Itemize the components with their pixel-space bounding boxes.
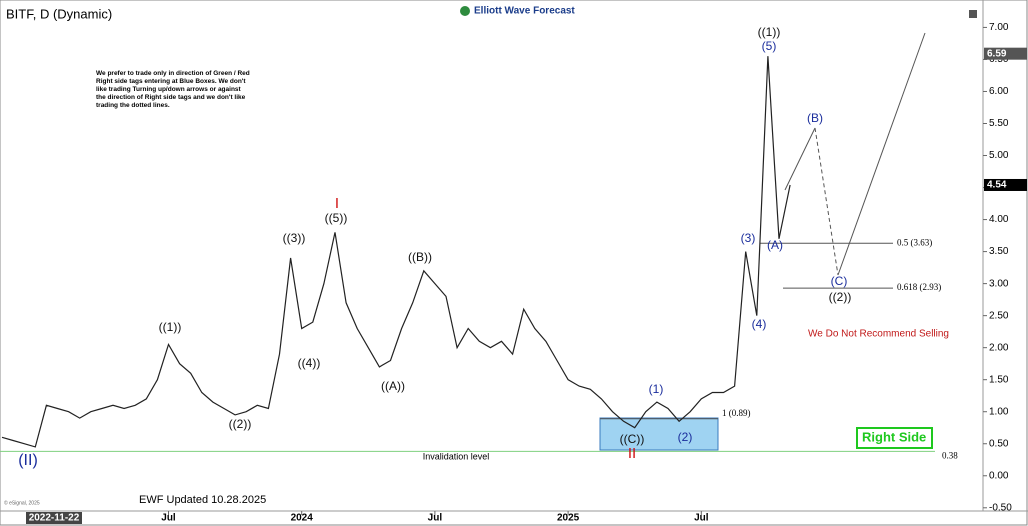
wave-label: ((5)) <box>325 211 348 225</box>
x-tick-label: 2025 <box>557 513 580 524</box>
wave-label: I <box>335 195 339 212</box>
y-tick-label: 6.00 <box>989 86 1009 97</box>
y-tick-label: 1.00 <box>989 406 1009 417</box>
note: We prefer to trade only in direction of … <box>96 70 250 109</box>
chart-title: BITF, D (Dynamic) <box>6 6 112 21</box>
y-tick-label: 5.00 <box>989 150 1009 161</box>
x-tick-label: 2022-11-22 <box>29 513 80 524</box>
wave-label: (1) <box>649 382 664 396</box>
wave-label: (B) <box>807 111 823 125</box>
y-tick-label: 3.00 <box>989 278 1009 289</box>
wave-label: (4) <box>752 317 767 331</box>
copyright: © eSignal, 2025 <box>4 499 40 506</box>
blue-box <box>599 417 719 451</box>
updated: EWF Updated 10.28.2025 <box>139 494 266 506</box>
wave-label: ((2)) <box>229 417 252 431</box>
projection-line <box>837 32 926 276</box>
warning: We Do Not Recommend Selling <box>808 329 949 340</box>
projection-dashed <box>814 127 839 276</box>
wave-label: ((C)) <box>620 432 645 446</box>
x-tick-label: Jul <box>428 513 443 524</box>
wave-label: (C) <box>831 274 848 288</box>
level-label: 0.5 (3.63) <box>897 237 932 247</box>
price-line <box>1 56 791 448</box>
brand-logo <box>460 6 470 16</box>
wave-label: (II) <box>18 452 38 469</box>
price-marker-label: 6.59 <box>987 48 1007 59</box>
wave-label: II <box>628 445 636 462</box>
y-tick-label: 0.50 <box>989 438 1009 449</box>
y-tick-label: 0.00 <box>989 470 1009 481</box>
y-tick-label: 7.00 <box>989 22 1009 33</box>
wave-label: ((1)) <box>159 320 182 334</box>
wave-label: (3) <box>741 231 756 245</box>
price-marker-label: 4.54 <box>987 180 1007 191</box>
price-marker <box>984 178 1027 191</box>
wave-label: ((3)) <box>283 231 306 245</box>
right-side[interactable]: Right Side <box>862 429 926 444</box>
y-tick-label: 2.00 <box>989 342 1009 353</box>
wave-label: ((1)) <box>758 25 781 39</box>
level-label: 0.38 <box>942 450 958 460</box>
icon <box>969 10 977 18</box>
y-tick-label: -0.50 <box>989 502 1012 513</box>
projection-line <box>784 127 816 191</box>
price-marker <box>984 47 1027 60</box>
level-label: 0.618 (2.93) <box>897 282 941 292</box>
x-tick-label: Jul <box>694 513 709 524</box>
wave-label: (2) <box>678 430 693 444</box>
y-tick-label: 1.50 <box>989 374 1009 385</box>
level-label: 1 (0.89) <box>722 408 751 418</box>
wave-label: ((4)) <box>298 356 321 370</box>
wave-label: (A) <box>767 238 783 252</box>
x-tick-label: Jul <box>161 513 176 524</box>
y-tick-label: 5.50 <box>989 118 1009 129</box>
brand: Elliott Wave Forecast <box>474 6 575 17</box>
y-tick-label: 2.50 <box>989 310 1009 321</box>
invalidation-text: Invalidation level <box>423 451 490 461</box>
y-tick-label: 3.50 <box>989 246 1009 257</box>
date-highlight <box>26 512 82 524</box>
wave-label: ((A)) <box>381 379 405 393</box>
wave-label: ((B)) <box>408 250 432 264</box>
wave-label: (5) <box>762 39 777 53</box>
wave-label: ((2)) <box>829 290 852 304</box>
x-tick-label: 2024 <box>291 513 314 524</box>
right-side-box[interactable] <box>856 427 933 449</box>
y-tick-label: 4.00 <box>989 214 1009 225</box>
